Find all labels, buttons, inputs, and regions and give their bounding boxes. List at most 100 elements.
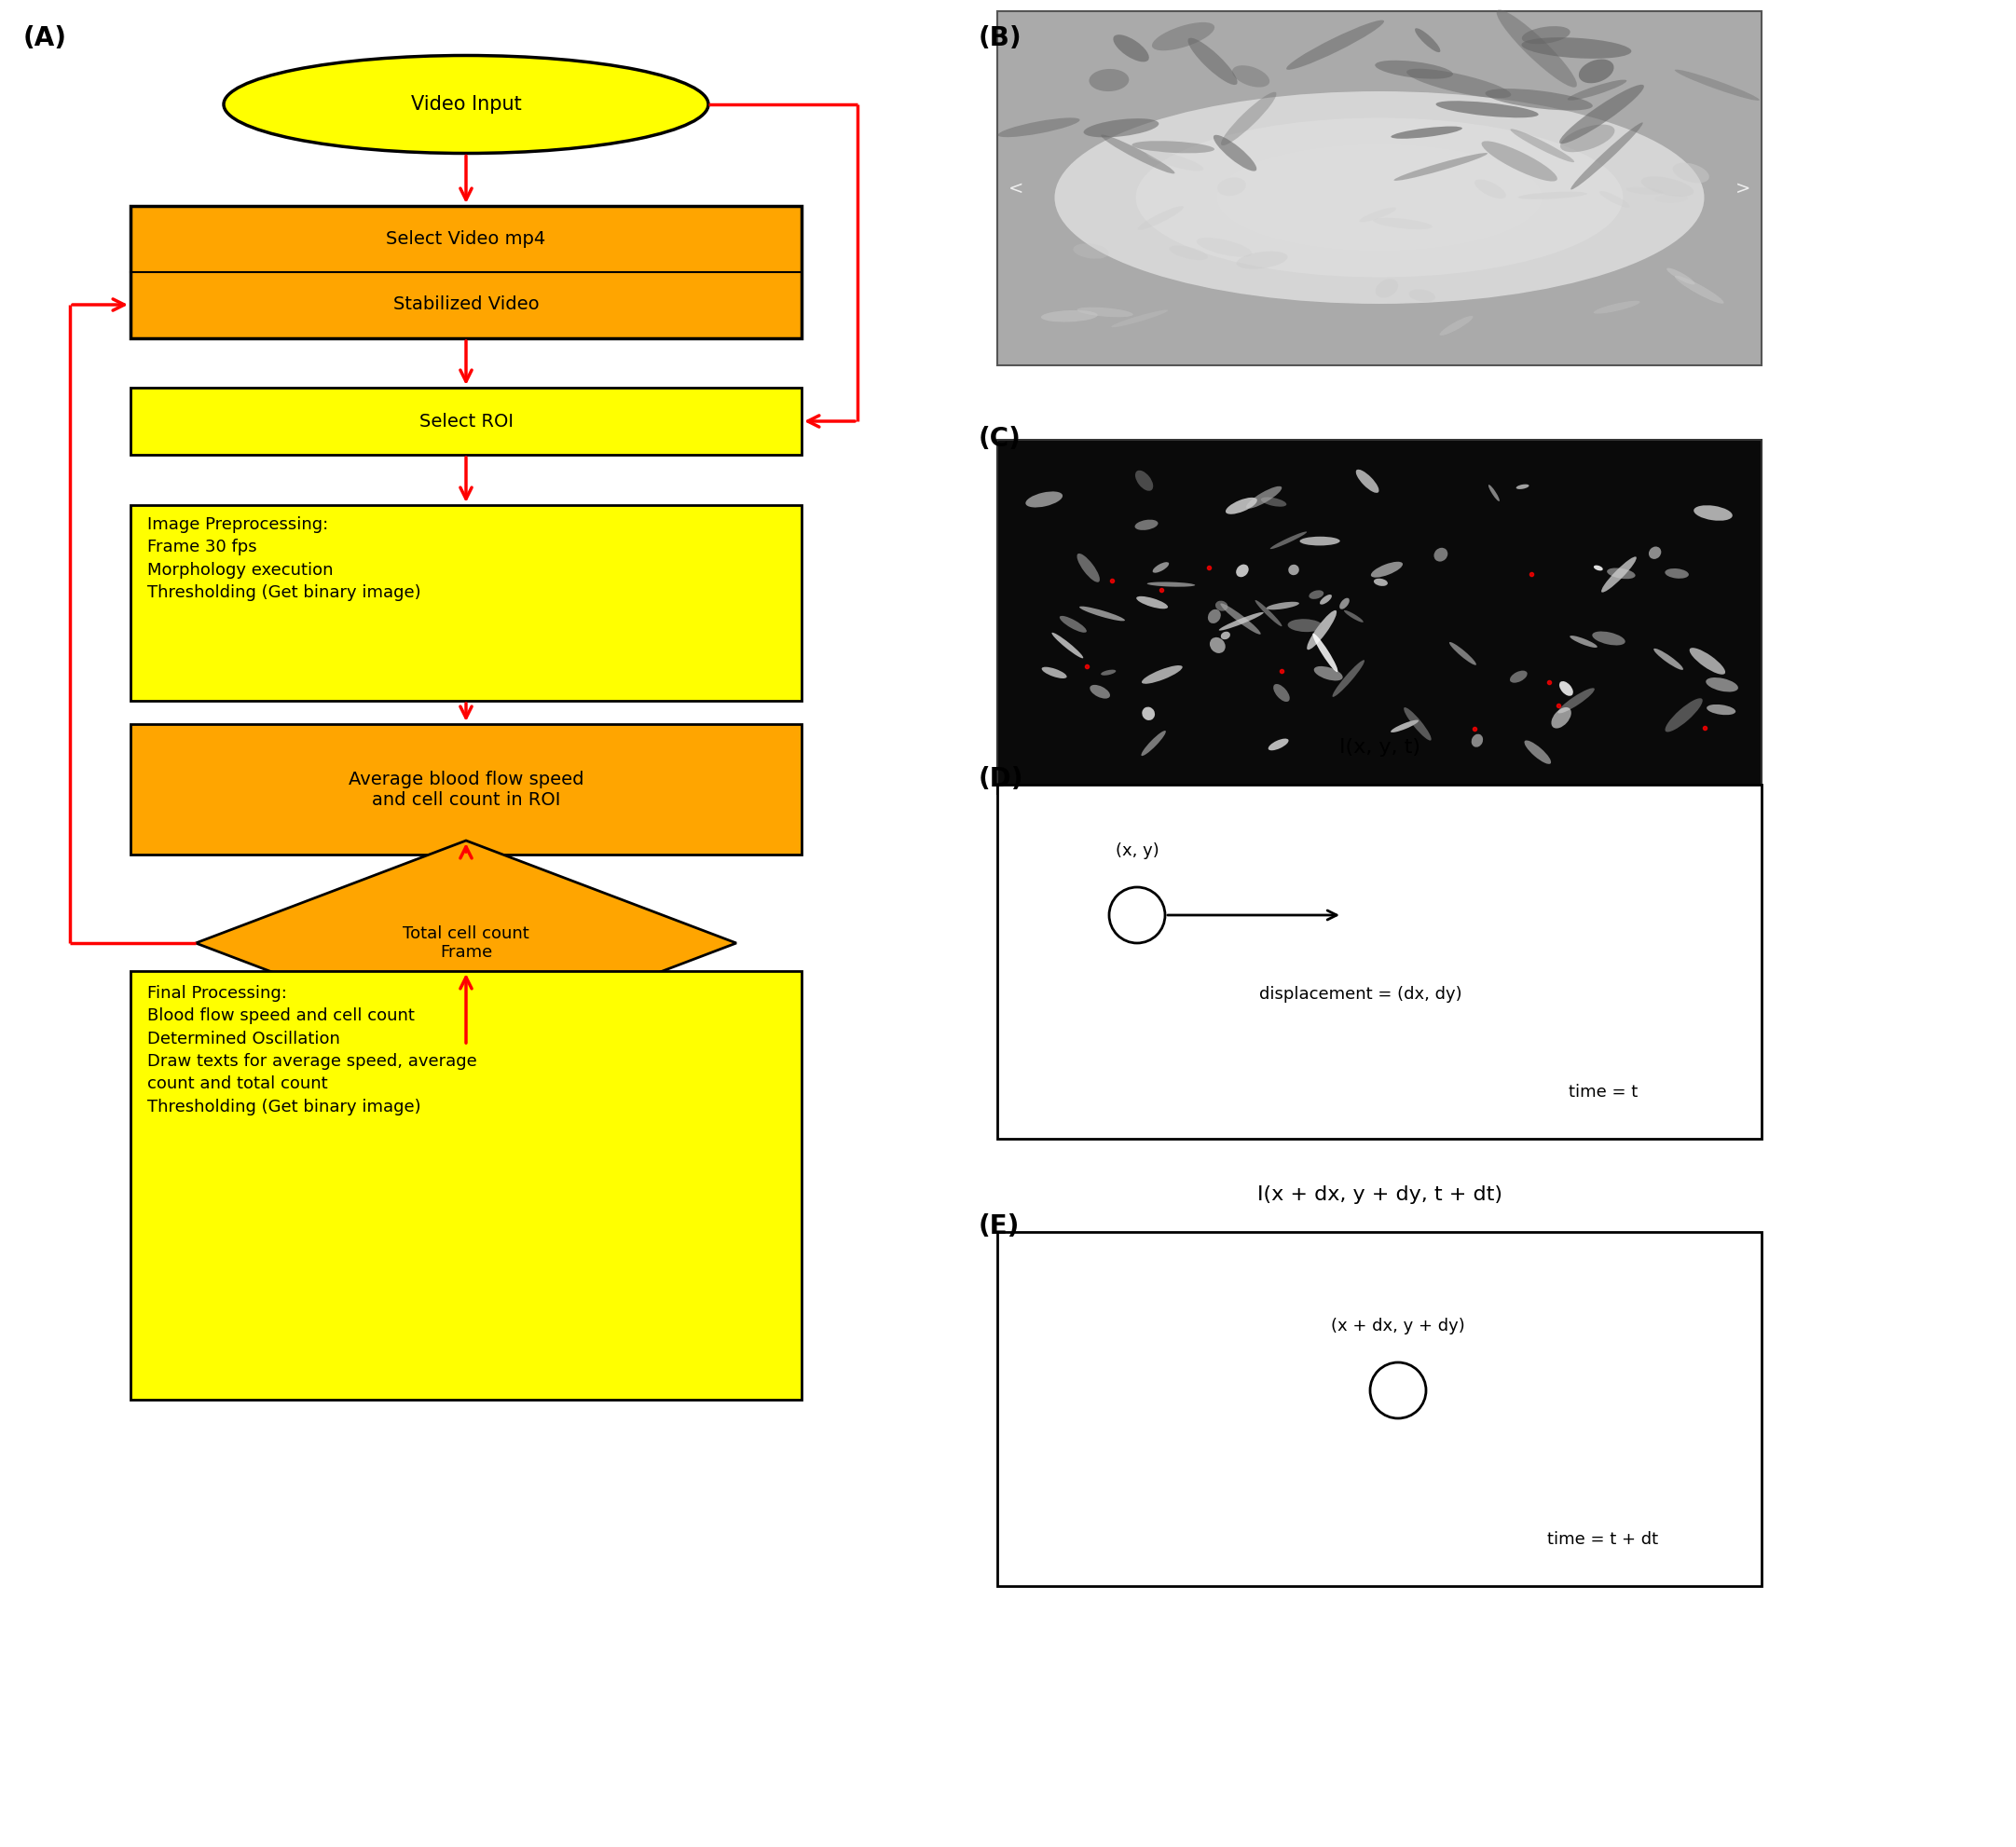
Ellipse shape (1073, 244, 1109, 259)
Ellipse shape (1522, 37, 1631, 59)
Text: Stabilized Video: Stabilized Video (393, 296, 538, 314)
Ellipse shape (1026, 491, 1062, 508)
Ellipse shape (1300, 536, 1341, 545)
Ellipse shape (1558, 689, 1595, 713)
Ellipse shape (1375, 279, 1399, 297)
Ellipse shape (1210, 637, 1226, 654)
Ellipse shape (1472, 733, 1484, 748)
Ellipse shape (1579, 59, 1615, 83)
Ellipse shape (1236, 565, 1248, 576)
Ellipse shape (1232, 65, 1270, 87)
Text: (A): (A) (24, 26, 67, 52)
Text: Average blood flow speed
and cell count in ROI: Average blood flow speed and cell count … (349, 770, 585, 809)
Ellipse shape (1113, 35, 1149, 61)
FancyBboxPatch shape (131, 504, 802, 700)
Ellipse shape (1308, 591, 1325, 598)
Ellipse shape (1655, 194, 1687, 203)
Text: (x + dx, y + dy): (x + dx, y + dy) (1331, 1317, 1466, 1335)
Text: (B): (B) (978, 26, 1022, 52)
Ellipse shape (1226, 497, 1258, 513)
Ellipse shape (1560, 124, 1615, 151)
Ellipse shape (1288, 565, 1298, 574)
Ellipse shape (1649, 547, 1661, 560)
Ellipse shape (1552, 707, 1570, 728)
Ellipse shape (1641, 177, 1693, 196)
Ellipse shape (1260, 497, 1286, 506)
Text: (E): (E) (978, 1213, 1020, 1239)
Ellipse shape (1667, 268, 1695, 284)
Ellipse shape (1570, 122, 1643, 190)
Ellipse shape (1222, 632, 1230, 639)
Ellipse shape (1488, 484, 1500, 501)
Ellipse shape (1510, 670, 1528, 683)
Text: (C): (C) (978, 427, 1022, 453)
FancyBboxPatch shape (131, 724, 802, 855)
Ellipse shape (1689, 648, 1726, 674)
Ellipse shape (1373, 578, 1387, 585)
Ellipse shape (1266, 602, 1298, 610)
Ellipse shape (1141, 665, 1183, 683)
Ellipse shape (1218, 177, 1246, 196)
Ellipse shape (1357, 469, 1379, 493)
Ellipse shape (1214, 135, 1256, 172)
Ellipse shape (1708, 704, 1736, 715)
Ellipse shape (1314, 667, 1343, 682)
Ellipse shape (1312, 634, 1339, 672)
Ellipse shape (1137, 597, 1167, 610)
Ellipse shape (1558, 682, 1572, 696)
Ellipse shape (1268, 739, 1288, 750)
FancyBboxPatch shape (131, 388, 802, 454)
Ellipse shape (1333, 659, 1365, 696)
Ellipse shape (1220, 604, 1260, 634)
Text: (D): (D) (978, 767, 1024, 792)
Ellipse shape (1373, 218, 1431, 229)
Ellipse shape (1593, 301, 1639, 314)
Ellipse shape (1187, 39, 1238, 85)
Text: Final Processing:
Blood flow speed and cell count
Determined Oscillation
Draw te: Final Processing: Blood flow speed and c… (147, 984, 478, 1116)
Text: <: < (1008, 179, 1024, 198)
Ellipse shape (1101, 670, 1117, 676)
Text: I(x, y, t): I(x, y, t) (1339, 739, 1419, 757)
Ellipse shape (1135, 471, 1153, 491)
Ellipse shape (1141, 731, 1165, 755)
Ellipse shape (1208, 610, 1222, 624)
Ellipse shape (1054, 91, 1704, 303)
Ellipse shape (1393, 153, 1488, 181)
Ellipse shape (1077, 307, 1133, 318)
Ellipse shape (1052, 632, 1083, 658)
Ellipse shape (1653, 648, 1683, 670)
Ellipse shape (1474, 179, 1506, 199)
Ellipse shape (1433, 549, 1447, 561)
FancyBboxPatch shape (998, 1232, 1762, 1587)
Ellipse shape (1391, 720, 1419, 733)
Ellipse shape (1450, 643, 1476, 665)
Ellipse shape (1306, 610, 1337, 650)
Ellipse shape (1593, 632, 1625, 645)
Ellipse shape (1524, 741, 1550, 765)
Ellipse shape (1077, 554, 1101, 582)
Ellipse shape (1256, 600, 1282, 626)
Text: (x, y): (x, y) (1115, 842, 1159, 859)
Ellipse shape (1288, 619, 1322, 632)
Ellipse shape (1147, 582, 1195, 587)
Ellipse shape (1627, 187, 1663, 194)
Text: displacement = (dx, dy): displacement = (dx, dy) (1260, 986, 1462, 1003)
Ellipse shape (1137, 207, 1183, 229)
Ellipse shape (1599, 190, 1629, 207)
Ellipse shape (1345, 610, 1363, 622)
Ellipse shape (1482, 140, 1556, 181)
Ellipse shape (1218, 144, 1542, 251)
Text: Select Video mp4: Select Video mp4 (387, 231, 546, 247)
Text: time = t + dt: time = t + dt (1548, 1531, 1659, 1548)
FancyBboxPatch shape (131, 207, 802, 338)
Ellipse shape (1359, 207, 1397, 222)
Circle shape (1371, 1363, 1425, 1418)
Ellipse shape (1135, 118, 1623, 277)
Ellipse shape (1693, 506, 1732, 521)
Text: Select ROI: Select ROI (419, 412, 514, 430)
Ellipse shape (1607, 569, 1635, 578)
Text: Video Input: Video Input (411, 94, 522, 115)
Text: >: > (1736, 179, 1750, 198)
Ellipse shape (1042, 667, 1066, 678)
Ellipse shape (1169, 246, 1208, 260)
